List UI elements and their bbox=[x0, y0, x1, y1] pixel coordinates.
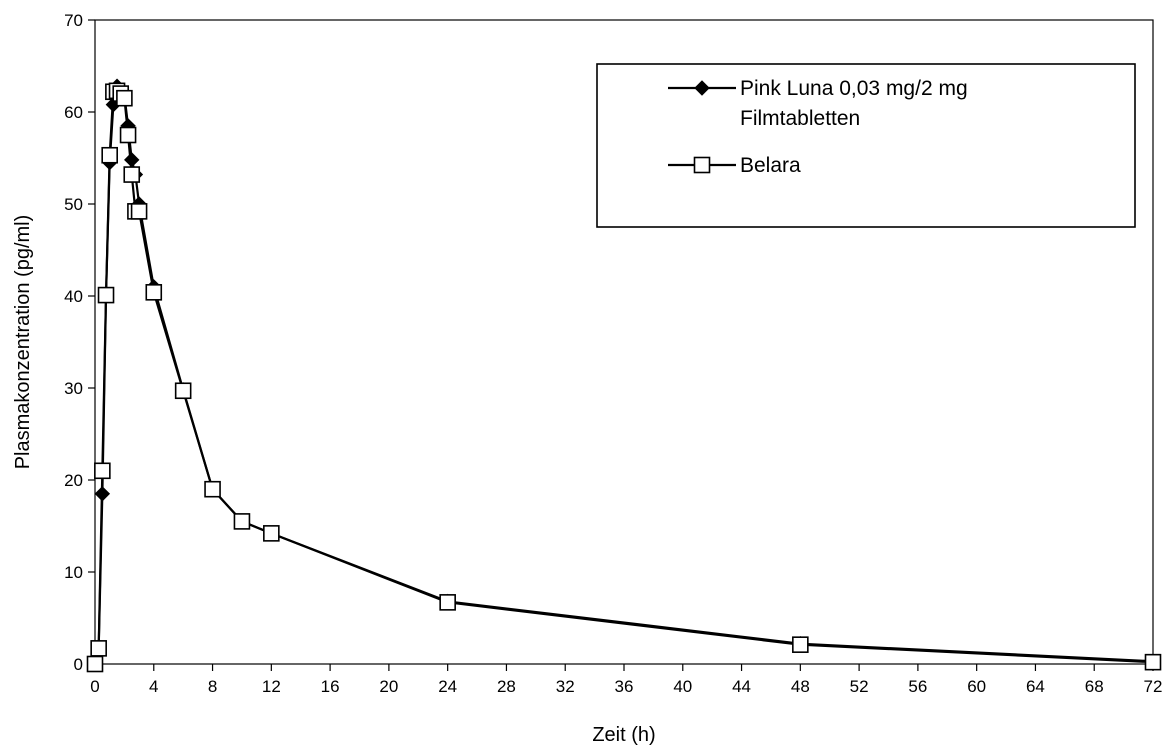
legend-label: Belara bbox=[740, 154, 801, 177]
x-tick-label: 24 bbox=[438, 677, 457, 696]
x-tick-label: 20 bbox=[379, 677, 398, 696]
y-tick-label: 40 bbox=[64, 287, 83, 306]
series-2 bbox=[86, 82, 1162, 673]
data-point-square bbox=[97, 286, 115, 304]
x-tick-label: 72 bbox=[1144, 677, 1163, 696]
data-point-square bbox=[1144, 653, 1162, 671]
data-point-square bbox=[792, 636, 809, 653]
x-tick-label: 52 bbox=[850, 677, 869, 696]
x-tick-label: 12 bbox=[262, 677, 281, 696]
y-tick-label: 70 bbox=[64, 11, 83, 30]
data-point-square bbox=[130, 203, 148, 220]
data-point-square bbox=[263, 525, 280, 542]
x-axis-title: Zeit (h) bbox=[592, 724, 655, 746]
data-point-square bbox=[439, 594, 456, 611]
legend-marker-square bbox=[693, 156, 711, 174]
x-tick-label: 64 bbox=[1026, 677, 1045, 696]
legend: Pink Luna 0,03 mg/2 mg Filmtabletten Belar… bbox=[596, 63, 1136, 228]
data-point-square bbox=[145, 284, 163, 301]
legend-label: Pink Luna 0,03 mg/2 mg bbox=[740, 77, 968, 100]
y-tick-label: 10 bbox=[64, 563, 83, 582]
x-tick-label: 16 bbox=[321, 677, 340, 696]
data-point-square bbox=[174, 382, 192, 400]
data-point-square bbox=[204, 480, 221, 498]
data-point-square bbox=[86, 655, 104, 673]
x-tick-label: 56 bbox=[908, 677, 927, 696]
x-tick-label: 36 bbox=[615, 677, 634, 696]
series-layer bbox=[86, 78, 1162, 673]
y-tick-label: 20 bbox=[64, 471, 83, 490]
x-tick-label: 8 bbox=[208, 677, 217, 696]
x-tick-label: 32 bbox=[556, 677, 575, 696]
legend-box bbox=[596, 63, 1136, 228]
y-axis-title: Plasmakonzentration (pg/ml) bbox=[12, 215, 34, 470]
x-tick-label: 68 bbox=[1085, 677, 1104, 696]
x-tick-label: 0 bbox=[90, 677, 99, 696]
y-tick-label: 60 bbox=[64, 103, 83, 122]
x-tick-label: 60 bbox=[967, 677, 986, 696]
y-tick-label: 50 bbox=[64, 195, 83, 214]
x-tick-label: 4 bbox=[149, 677, 158, 696]
y-tick-label: 30 bbox=[64, 379, 83, 398]
data-point-square bbox=[90, 640, 107, 657]
data-point-square bbox=[119, 126, 137, 144]
data-point-square bbox=[116, 89, 133, 107]
legend-label: Filmtabletten bbox=[740, 107, 860, 130]
data-point-square bbox=[123, 166, 141, 183]
data-point-square bbox=[233, 513, 251, 530]
data-point-square bbox=[101, 146, 118, 164]
x-tick-label: 28 bbox=[497, 677, 516, 696]
legend-marker-diamond bbox=[694, 80, 710, 96]
data-point-square bbox=[94, 462, 111, 480]
x-tick-label: 48 bbox=[791, 677, 810, 696]
y-tick-label: 0 bbox=[74, 655, 83, 674]
x-tick-label: 44 bbox=[732, 677, 751, 696]
x-tick-label: 40 bbox=[673, 677, 692, 696]
